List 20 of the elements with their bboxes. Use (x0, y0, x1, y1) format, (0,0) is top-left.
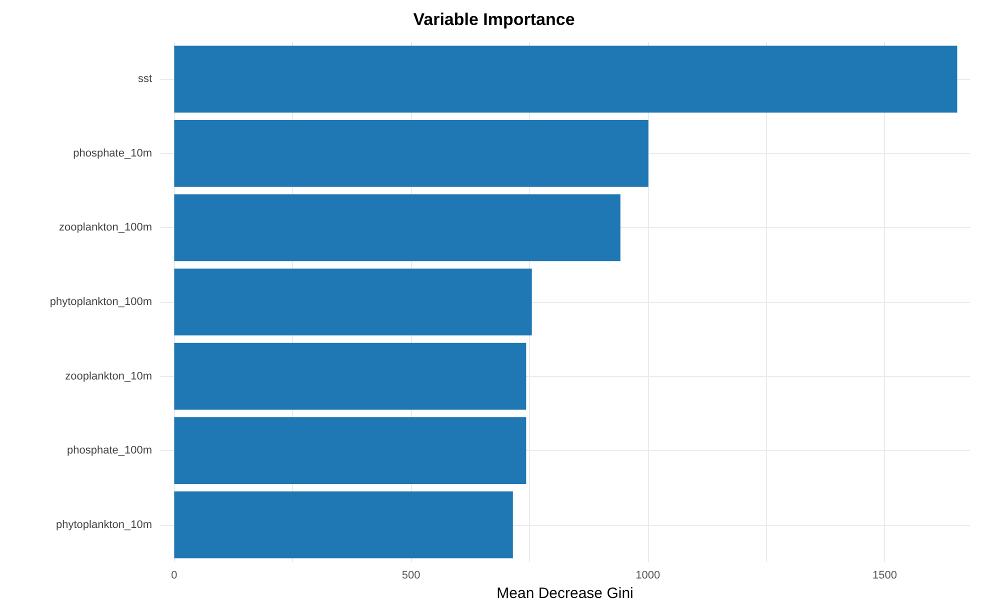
bar (174, 194, 620, 262)
bar (174, 120, 648, 187)
y-tick-label: zooplankton_100m (59, 222, 152, 234)
bar (174, 268, 532, 336)
x-tick-label: 500 (402, 570, 420, 582)
x-tick-label: 1500 (872, 570, 897, 582)
y-tick-label: zooplankton_10m (65, 370, 152, 382)
chart-title: Variable Importance (413, 10, 575, 29)
y-tick-label: phytoplankton_10m (56, 518, 152, 531)
bar (174, 417, 526, 484)
y-tick-label: phytoplankton_100m (50, 296, 152, 308)
x-axis-title: Mean Decrease Gini (496, 584, 634, 602)
x-tick-label: 1000 (636, 570, 660, 582)
y-tick-label: sst (138, 73, 152, 86)
bar (174, 491, 513, 558)
y-tick-label: phosphate_10m (73, 147, 152, 160)
bar (174, 342, 526, 410)
bar (174, 46, 958, 113)
y-tick-label: phosphate_100m (66, 444, 152, 457)
x-tick-label: 0 (171, 570, 178, 582)
